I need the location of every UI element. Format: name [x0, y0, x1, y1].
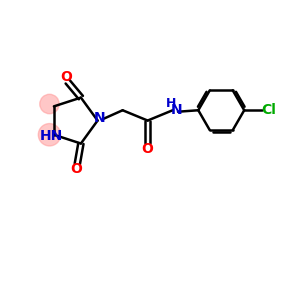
Text: O: O — [142, 142, 154, 155]
Circle shape — [38, 124, 61, 146]
Text: H: H — [166, 97, 176, 110]
Text: N: N — [94, 111, 106, 125]
Text: O: O — [60, 70, 72, 84]
Text: HN: HN — [40, 129, 63, 143]
Text: N: N — [170, 103, 182, 117]
Text: Cl: Cl — [261, 103, 276, 117]
Circle shape — [40, 94, 59, 114]
Text: O: O — [70, 162, 82, 176]
